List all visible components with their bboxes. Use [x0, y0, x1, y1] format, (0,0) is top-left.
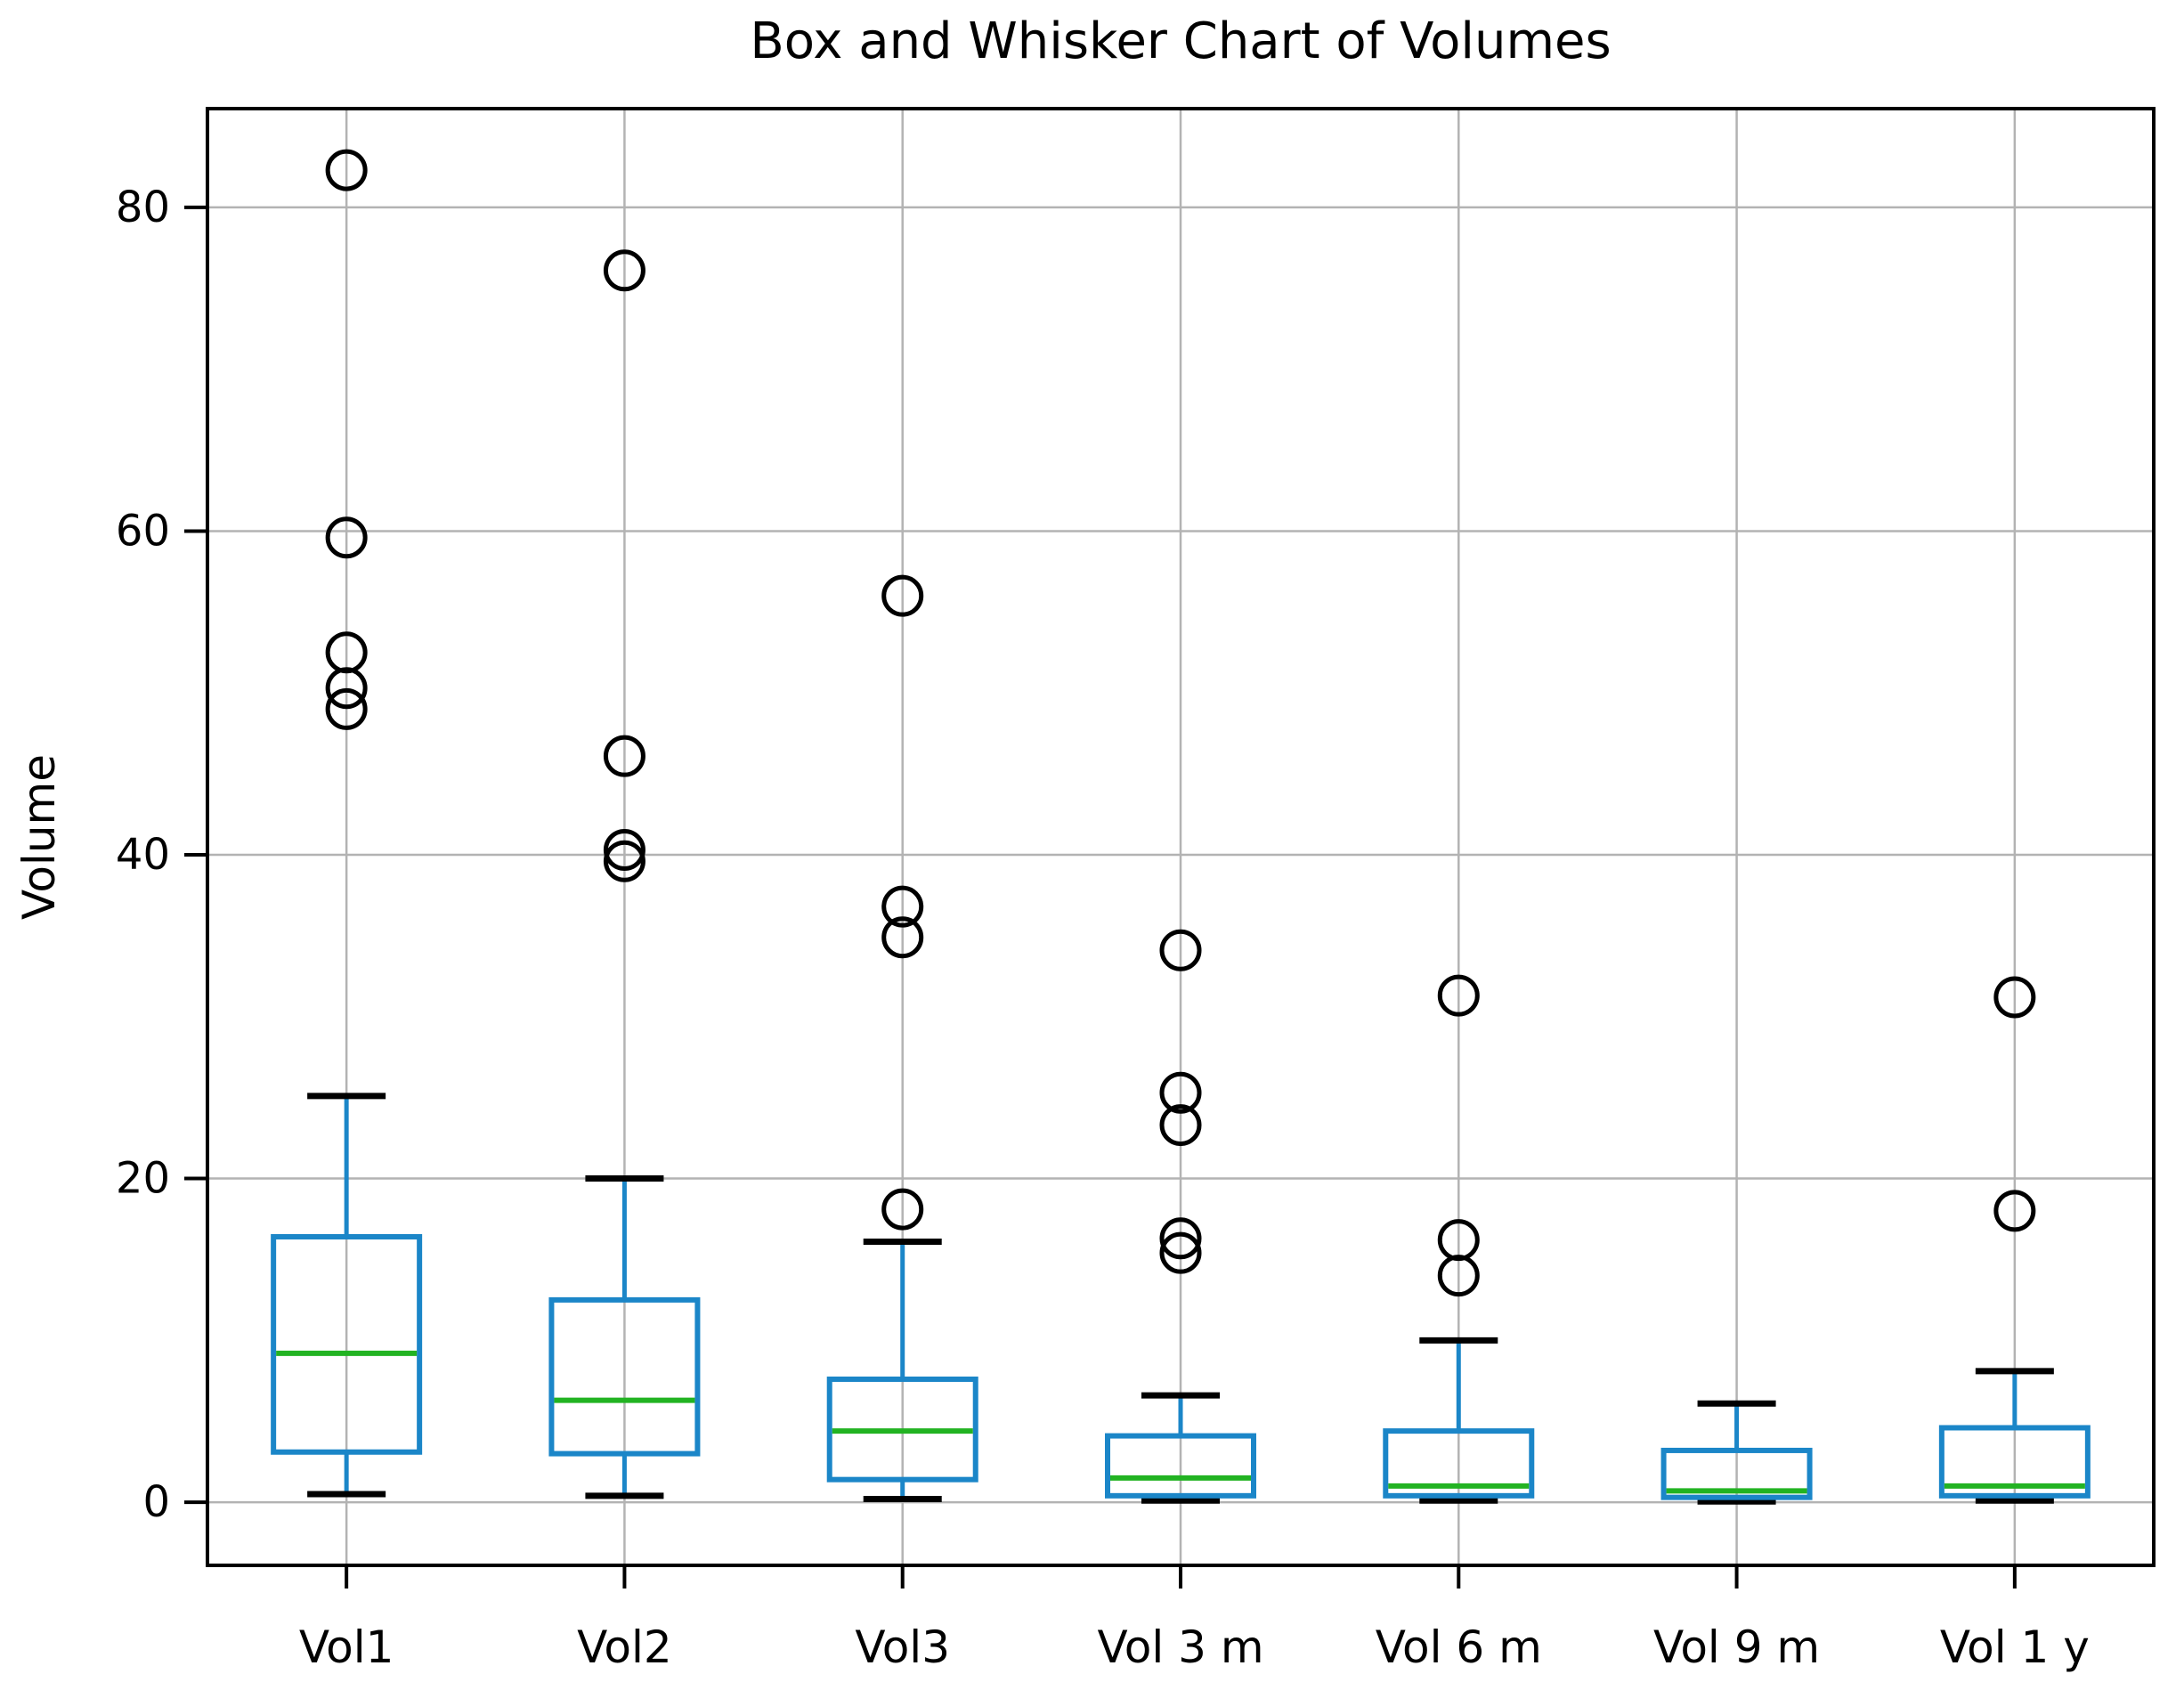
flier-point	[603, 249, 645, 292]
box-group-Vol 6 m	[1383, 974, 1535, 1504]
flier-point	[603, 840, 645, 882]
flier-point	[881, 916, 924, 959]
x-tick-label: Vol 9 m	[1653, 1621, 1820, 1673]
flier-point	[1159, 1104, 1202, 1147]
box-group-Vol3	[826, 574, 978, 1502]
box-group-Vol 9 m	[1660, 1400, 1813, 1505]
flier-point	[1159, 1071, 1202, 1114]
flier-point	[325, 687, 368, 730]
flier-point	[881, 885, 924, 928]
flier-point	[1993, 1190, 2036, 1232]
flier-point	[1437, 1219, 1480, 1262]
box-group-Vol 3 m	[1105, 929, 1256, 1504]
x-tick-label: Vol 3 m	[1097, 1621, 1263, 1673]
flier-point	[325, 516, 368, 559]
y-tick-label: 20	[116, 1154, 170, 1204]
flier-point	[325, 631, 368, 674]
box-rect	[1105, 1433, 1256, 1499]
flier-point	[881, 574, 924, 617]
x-tick-label: Vol 6 m	[1376, 1621, 1542, 1673]
box-rect	[548, 1296, 701, 1457]
box-group-Vol2	[548, 249, 701, 1499]
box-rect	[1660, 1447, 1813, 1500]
box-rect	[271, 1233, 423, 1455]
flier-point	[603, 829, 645, 872]
x-tick-label: Vol 1 y	[1940, 1621, 2090, 1673]
flier-point	[325, 149, 368, 191]
y-tick-label: 80	[116, 183, 170, 232]
box-group-Vol1	[271, 149, 423, 1498]
x-tick-label: Vol1	[299, 1621, 394, 1673]
box-rect	[1383, 1428, 1535, 1499]
box-rect	[1938, 1425, 2091, 1499]
box-group-Vol 1 y	[1938, 976, 2091, 1504]
flier-point	[1993, 976, 2036, 1019]
box-rect	[826, 1376, 978, 1483]
chart-title: Box and Whisker Chart of Volumes	[750, 12, 1612, 70]
x-tick-label: Vol3	[855, 1621, 950, 1673]
y-tick-label: 60	[116, 506, 170, 556]
flier-point	[603, 735, 645, 777]
flier-point	[1159, 929, 1202, 971]
x-tick-label: Vol2	[577, 1621, 672, 1673]
y-tick-label: 40	[116, 830, 170, 880]
y-tick-label: 0	[142, 1477, 170, 1527]
flier-point	[1159, 1231, 1202, 1274]
flier-point	[1437, 974, 1480, 1017]
flier-point	[1159, 1217, 1202, 1260]
flier-point	[881, 1188, 924, 1231]
